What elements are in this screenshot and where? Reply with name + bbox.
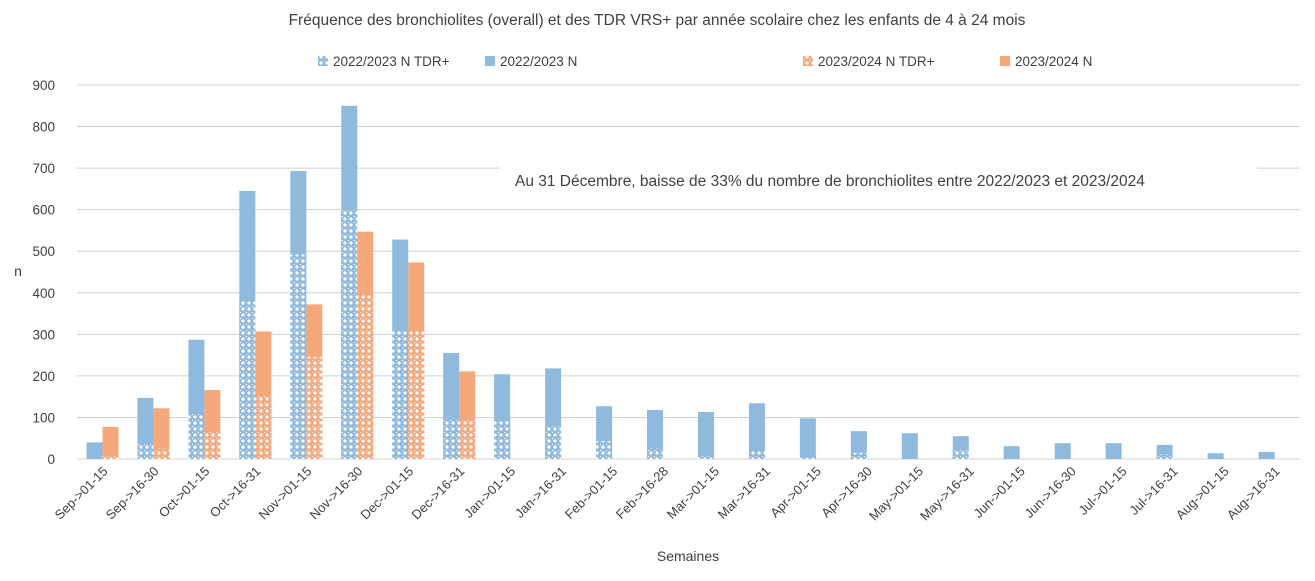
bar-2022-2023-tdr <box>850 452 867 459</box>
bar-2022-2023-n <box>86 442 103 459</box>
bar-2023-2024-tdr <box>204 431 221 459</box>
x-tick-label: Sep->16-30 <box>103 464 162 523</box>
x-tick-label: Sep->01-15 <box>52 464 111 523</box>
legend-swatch <box>485 56 495 66</box>
bar-2023-2024-tdr <box>408 331 425 459</box>
bar-2022-2023-tdr <box>392 331 409 459</box>
bar-2022-2023-tdr <box>748 451 765 459</box>
bar-2022-2023-n <box>697 412 714 459</box>
bar-2022-2023-n <box>748 403 765 459</box>
x-tick-label: Aug->16-31 <box>1224 464 1283 523</box>
x-axis-label: Semaines <box>657 548 719 564</box>
bar-2023-2024-tdr <box>102 454 119 459</box>
y-tick-label: 600 <box>32 203 55 218</box>
bar-2023-2024-tdr <box>153 448 170 459</box>
x-tick-label: Aug->01-15 <box>1173 464 1232 523</box>
legend-swatch <box>1000 56 1010 66</box>
x-tick-label: Jul->01-15 <box>1075 464 1129 518</box>
annotation-box <box>500 165 1257 195</box>
bar-2022-2023-tdr <box>952 449 969 459</box>
bar-2023-2024-tdr <box>255 395 272 459</box>
legend-label: 2022/2023 N <box>500 54 577 69</box>
bar-2022-2023-tdr <box>697 455 714 459</box>
y-tick-label: 500 <box>32 244 55 259</box>
x-tick-label: Jul->16-31 <box>1126 464 1180 518</box>
annotation-text: Au 31 Décembre, baisse de 33% du nombre … <box>515 173 1145 190</box>
y-tick-label: 400 <box>32 286 55 301</box>
x-tick-label: Feb->01-15 <box>562 464 620 522</box>
bar-2022-2023-n <box>850 431 867 459</box>
x-tick-label: Dec->01-15 <box>357 464 416 523</box>
x-tick-label: Dec->16-31 <box>408 464 467 523</box>
y-axis-label: n <box>14 263 22 279</box>
bar-2022-2023-tdr <box>188 412 205 459</box>
x-tick-label: Apr->01-15 <box>767 464 824 521</box>
legend-swatch <box>803 56 813 66</box>
x-tick-label: Nov->16-30 <box>306 464 365 523</box>
bar-2023-2024-n <box>102 427 119 459</box>
bar-2022-2023-tdr <box>443 418 460 459</box>
bar-2022-2023-tdr <box>290 254 307 459</box>
bar-2022-2023-n <box>1258 451 1275 459</box>
x-tick-label: Feb->16-28 <box>613 464 671 522</box>
legend-label: 2022/2023 N TDR+ <box>333 54 450 69</box>
bar-2022-2023-n <box>799 418 816 459</box>
y-tick-label: 900 <box>32 78 55 93</box>
bar-2022-2023-n <box>1054 443 1071 459</box>
y-tick-label: 300 <box>32 327 55 342</box>
y-tick-label: 700 <box>32 161 55 176</box>
bar-2022-2023-tdr <box>596 441 613 459</box>
y-tick-label: 0 <box>47 452 55 467</box>
y-tick-label: 200 <box>32 369 55 384</box>
bar-2022-2023-n <box>1207 453 1224 459</box>
x-tick-label: May->16-31 <box>917 464 977 524</box>
bar-2022-2023-n <box>1105 443 1122 459</box>
y-tick-label: 100 <box>32 410 55 425</box>
legend-label: 2023/2024 N TDR+ <box>818 54 935 69</box>
bar-2022-2023-n <box>1003 446 1020 459</box>
x-tick-label: Nov->01-15 <box>256 464 315 523</box>
y-tick-label: 800 <box>32 120 55 135</box>
bar-2022-2023-tdr <box>545 426 562 459</box>
bar-2023-2024-n <box>153 408 170 459</box>
bar-2023-2024-tdr <box>306 356 323 459</box>
legend-label: 2023/2024 N <box>1015 54 1092 69</box>
bar-2022-2023-n <box>901 433 918 459</box>
x-tick-label: Jan->01-15 <box>461 464 518 521</box>
x-tick-label: Jan->16-31 <box>512 464 569 521</box>
chart-title: Fréquence des bronchiolites (overall) et… <box>289 12 1026 29</box>
bar-2022-2023-tdr <box>494 420 511 459</box>
x-tick-label: Oct->01-15 <box>156 464 213 521</box>
bar-2022-2023-tdr <box>647 448 664 459</box>
x-tick-label: Jun->01-15 <box>970 464 1027 521</box>
x-tick-label: Jun->16-30 <box>1021 464 1078 521</box>
bar-2022-2023-tdr <box>239 301 256 459</box>
x-tick-label: May->01-15 <box>866 464 926 524</box>
bar-2022-2023-tdr <box>137 442 154 459</box>
bar-2022-2023-tdr <box>1156 454 1173 459</box>
x-tick-label: Mar->16-31 <box>715 464 773 522</box>
bar-2022-2023-n <box>647 409 664 459</box>
bar-2023-2024-tdr <box>357 295 374 459</box>
bar-2023-2024-tdr <box>459 419 476 459</box>
x-tick-label: Mar->01-15 <box>664 464 722 522</box>
bar-2022-2023-tdr <box>799 457 816 459</box>
legend-swatch <box>318 56 328 66</box>
bar-2022-2023-tdr <box>341 209 358 459</box>
